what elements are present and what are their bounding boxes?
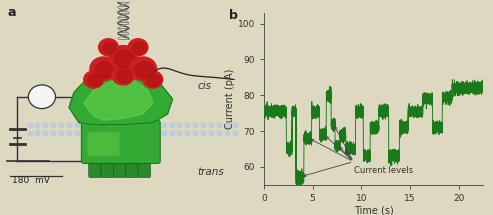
FancyBboxPatch shape xyxy=(126,132,138,177)
FancyBboxPatch shape xyxy=(88,132,119,156)
Circle shape xyxy=(135,61,154,78)
Circle shape xyxy=(129,57,157,81)
Circle shape xyxy=(147,75,161,87)
Circle shape xyxy=(109,46,138,71)
Polygon shape xyxy=(84,77,153,120)
Polygon shape xyxy=(69,69,173,125)
FancyBboxPatch shape xyxy=(113,132,126,177)
Circle shape xyxy=(112,66,134,85)
Circle shape xyxy=(99,39,118,56)
Y-axis label: Current (pA): Current (pA) xyxy=(225,69,235,129)
Text: 180  mV: 180 mV xyxy=(12,176,50,185)
FancyBboxPatch shape xyxy=(138,132,150,177)
FancyBboxPatch shape xyxy=(89,132,101,177)
Text: b: b xyxy=(229,9,238,22)
Text: a: a xyxy=(7,6,16,19)
Circle shape xyxy=(88,75,102,87)
X-axis label: Time (s): Time (s) xyxy=(353,206,393,215)
Circle shape xyxy=(95,61,114,78)
Circle shape xyxy=(29,85,56,109)
Circle shape xyxy=(90,57,117,81)
FancyBboxPatch shape xyxy=(101,132,113,177)
Circle shape xyxy=(84,71,104,88)
Circle shape xyxy=(114,50,135,68)
Circle shape xyxy=(117,69,132,83)
Circle shape xyxy=(128,39,148,56)
FancyBboxPatch shape xyxy=(81,120,160,163)
Text: Current levels: Current levels xyxy=(354,166,414,175)
Circle shape xyxy=(103,42,116,54)
Text: trans: trans xyxy=(197,167,224,177)
Circle shape xyxy=(143,71,163,88)
Text: cis: cis xyxy=(197,81,211,91)
Circle shape xyxy=(132,42,146,54)
